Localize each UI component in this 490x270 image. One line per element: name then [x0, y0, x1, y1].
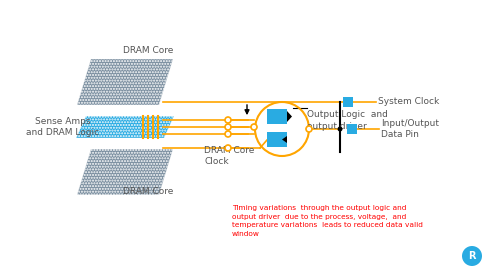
Polygon shape — [77, 59, 173, 105]
Circle shape — [225, 145, 231, 151]
FancyBboxPatch shape — [267, 132, 287, 147]
Text: DRAM Core: DRAM Core — [123, 46, 173, 55]
Polygon shape — [77, 149, 173, 195]
Circle shape — [338, 127, 343, 131]
Circle shape — [251, 124, 257, 130]
Circle shape — [306, 126, 312, 132]
Circle shape — [462, 246, 482, 266]
FancyBboxPatch shape — [267, 109, 287, 124]
FancyBboxPatch shape — [343, 97, 353, 107]
Text: Timing variations  through the output logic and
output driver  due to the proces: Timing variations through the output log… — [232, 205, 423, 237]
Text: Input/Output
Data Pin: Input/Output Data Pin — [381, 119, 439, 139]
FancyBboxPatch shape — [347, 124, 357, 134]
Circle shape — [225, 131, 231, 137]
Circle shape — [225, 124, 231, 130]
Circle shape — [225, 117, 231, 123]
Text: DRAM Core
Clock: DRAM Core Clock — [204, 146, 254, 166]
Polygon shape — [282, 136, 287, 143]
Text: Sense Amps
and DRAM Logic: Sense Amps and DRAM Logic — [26, 117, 99, 137]
Polygon shape — [76, 116, 174, 138]
Text: DRAM Core: DRAM Core — [123, 187, 173, 196]
Polygon shape — [287, 111, 292, 122]
Text: Output Logic  and
output driver: Output Logic and output driver — [307, 110, 388, 131]
Text: R: R — [468, 251, 476, 261]
Text: System Clock: System Clock — [378, 97, 439, 106]
